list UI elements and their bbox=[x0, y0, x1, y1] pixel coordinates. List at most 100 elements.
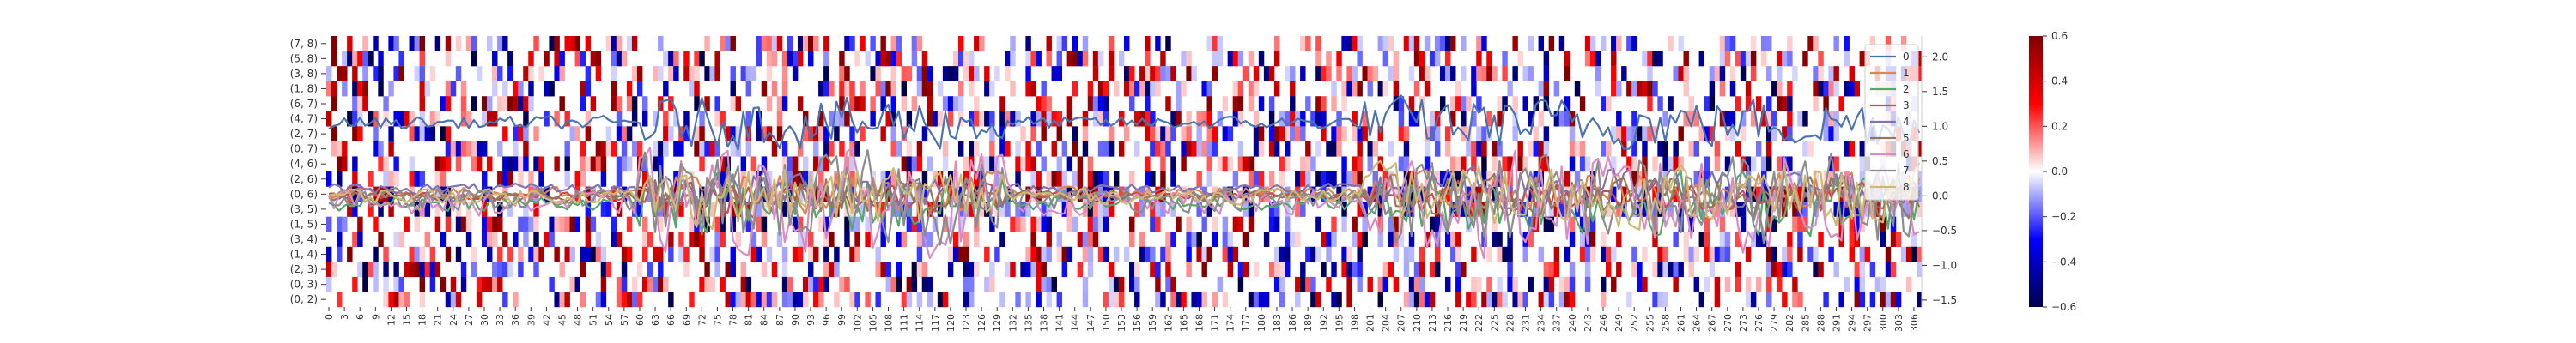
heatmap-cell bbox=[1704, 96, 1710, 111]
heatmap-cell bbox=[1295, 202, 1301, 217]
heatmap-cell bbox=[1584, 246, 1591, 262]
heatmap-cell bbox=[1010, 81, 1016, 97]
heatmap-cell bbox=[1735, 96, 1741, 111]
heatmap-cell bbox=[1833, 126, 1839, 142]
heatmap-cell bbox=[1176, 292, 1182, 308]
heatmap-cell bbox=[1558, 292, 1565, 308]
heatmap-cell bbox=[1005, 111, 1011, 127]
heatmap-cell bbox=[1145, 66, 1151, 81]
heatmap-cell bbox=[1263, 232, 1270, 247]
heatmap-cell bbox=[787, 156, 793, 172]
heatmap-cell bbox=[1890, 262, 1897, 278]
heatmap-cell bbox=[1191, 232, 1197, 247]
x-tick-label: 276 bbox=[1753, 314, 1765, 332]
heatmap-cell bbox=[957, 96, 964, 111]
heatmap-cell bbox=[1352, 36, 1358, 51]
heatmap-cell bbox=[730, 141, 736, 157]
heatmap-cell bbox=[445, 126, 452, 142]
heatmap-cell bbox=[1492, 232, 1498, 247]
heatmap-cell bbox=[911, 156, 918, 172]
heatmap-cell bbox=[326, 276, 332, 292]
heatmap-cell bbox=[1118, 186, 1125, 202]
heatmap-cell bbox=[1388, 216, 1394, 232]
heatmap-cell bbox=[1305, 276, 1311, 292]
heatmap-cell bbox=[704, 66, 710, 81]
heatmap-cell bbox=[865, 216, 871, 232]
heatmap-cell bbox=[658, 36, 664, 51]
heatmap-cell bbox=[1056, 66, 1063, 81]
heatmap-cell bbox=[1522, 66, 1528, 81]
heatmap-cell bbox=[870, 66, 876, 81]
heatmap-cell bbox=[1388, 232, 1394, 247]
heatmap-cell bbox=[989, 81, 995, 97]
heatmap-cell bbox=[611, 36, 617, 51]
heatmap-cell bbox=[1273, 141, 1280, 157]
heatmap-cell bbox=[1113, 81, 1120, 97]
heatmap-cell bbox=[1336, 292, 1342, 308]
x-tick-label: 174 bbox=[1225, 314, 1236, 332]
heatmap-cell bbox=[1382, 276, 1389, 292]
heatmap-cell bbox=[1300, 36, 1306, 51]
heatmap-cell bbox=[507, 156, 513, 172]
heatmap-cell bbox=[1160, 51, 1166, 67]
heatmap-cell bbox=[885, 276, 891, 292]
heatmap-cell bbox=[1403, 262, 1410, 278]
heatmap-cell bbox=[616, 111, 623, 127]
heatmap-cell bbox=[1206, 81, 1212, 97]
heatmap-cell bbox=[1113, 276, 1120, 292]
heatmap-cell bbox=[1668, 156, 1674, 172]
heatmap-cell bbox=[1558, 111, 1565, 127]
heatmap-cell bbox=[1760, 156, 1767, 172]
heatmap-cell bbox=[1273, 51, 1280, 67]
heatmap-cell bbox=[1362, 232, 1368, 247]
x-tick-label: 147 bbox=[1085, 314, 1097, 332]
heatmap-cell bbox=[1258, 292, 1265, 308]
heatmap-cell bbox=[896, 141, 902, 157]
heatmap-cell bbox=[1315, 66, 1321, 81]
heatmap-cell bbox=[823, 81, 829, 97]
heatmap-cell bbox=[1341, 96, 1347, 111]
heatmap-cell bbox=[947, 186, 954, 202]
x-tick-label: 261 bbox=[1675, 314, 1686, 332]
heatmap-cell bbox=[797, 36, 804, 51]
heatmap-cell bbox=[1300, 111, 1306, 127]
heatmap-cell bbox=[1300, 262, 1306, 278]
heatmap-cell bbox=[616, 156, 623, 172]
heatmap-cell bbox=[829, 111, 835, 127]
heatmap-cell bbox=[1543, 141, 1550, 157]
heatmap-cell bbox=[326, 111, 332, 127]
heatmap-cell bbox=[1020, 156, 1026, 172]
heatmap-cell bbox=[1408, 66, 1415, 81]
heatmap-cell bbox=[797, 292, 804, 308]
x-tick-label: 234 bbox=[1536, 314, 1547, 332]
x-tick-label: 6 bbox=[355, 314, 366, 320]
heatmap-cell bbox=[1170, 156, 1176, 172]
heatmap-cell bbox=[1315, 36, 1321, 51]
heatmap-cell bbox=[1046, 51, 1052, 67]
heatmap-cell bbox=[1232, 172, 1239, 187]
heatmap-cell bbox=[393, 66, 399, 81]
heatmap-cell bbox=[611, 141, 617, 157]
heatmap-cell bbox=[424, 262, 431, 278]
heatmap-cell bbox=[1750, 111, 1757, 127]
heatmap-cell bbox=[979, 186, 985, 202]
heatmap-cell bbox=[1890, 232, 1897, 247]
heatmap-cell bbox=[1678, 36, 1684, 51]
heatmap-cell bbox=[481, 232, 488, 247]
heatmap-cell bbox=[1129, 81, 1135, 97]
heatmap-cell bbox=[1113, 292, 1120, 308]
heatmap-cell bbox=[1160, 156, 1166, 172]
heatmap-cell bbox=[1066, 246, 1073, 262]
x-tick-label: 252 bbox=[1629, 314, 1640, 332]
row-label: (3, 8) bbox=[290, 68, 318, 80]
heatmap-cell bbox=[1082, 36, 1089, 51]
heatmap-cell bbox=[1237, 81, 1244, 97]
heatmap-cell bbox=[497, 216, 503, 232]
heatmap-cell bbox=[1673, 276, 1679, 292]
heatmap-cell bbox=[1471, 66, 1477, 81]
heatmap-cell bbox=[756, 126, 762, 142]
heatmap-cell bbox=[564, 292, 570, 308]
heatmap-cell bbox=[1030, 126, 1036, 142]
heatmap-cell bbox=[761, 186, 768, 202]
